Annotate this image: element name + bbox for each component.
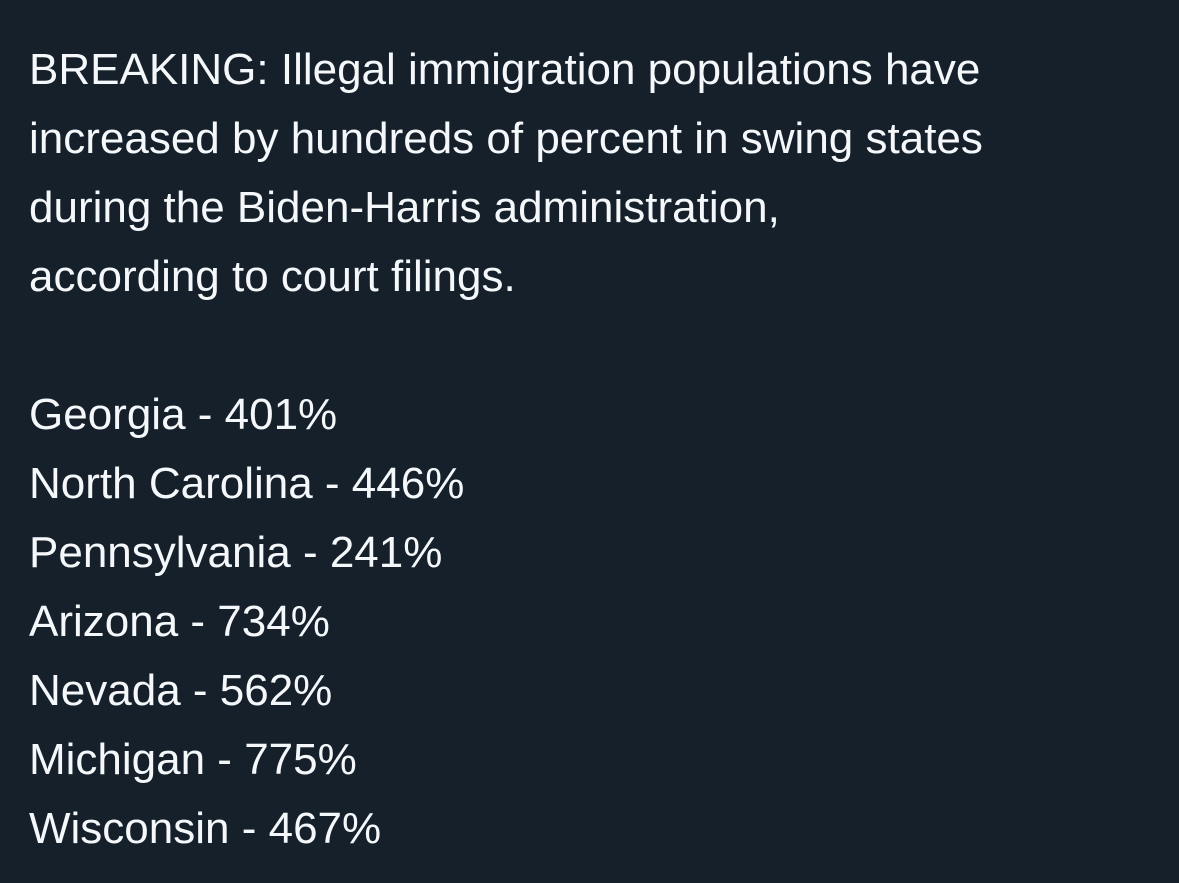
list-item: Wisconsin - 467% — [29, 804, 382, 853]
list-item: Pennsylvania - 241% — [29, 528, 443, 577]
list-item: Arizona - 734% — [29, 597, 330, 646]
paragraph-gap — [29, 311, 1169, 380]
post-list: Georgia - 401% North Carolina - 446% Penns… — [29, 380, 1169, 863]
post-intro: BREAKING: Illegal immigration population… — [29, 35, 1169, 311]
intro-line: increased by hundreds of percent in swin… — [29, 114, 983, 163]
intro-line: during the Biden-Harris administration, — [29, 183, 780, 232]
intro-line: according to court filings. — [29, 252, 516, 301]
list-item: Michigan - 775% — [29, 735, 357, 784]
list-item: North Carolina - 446% — [29, 459, 465, 508]
list-item: Georgia - 401% — [29, 390, 338, 439]
list-item: Nevada - 562% — [29, 666, 333, 715]
post-text: BREAKING: Illegal immigration population… — [29, 35, 1169, 863]
intro-line: BREAKING: Illegal immigration population… — [29, 45, 981, 94]
